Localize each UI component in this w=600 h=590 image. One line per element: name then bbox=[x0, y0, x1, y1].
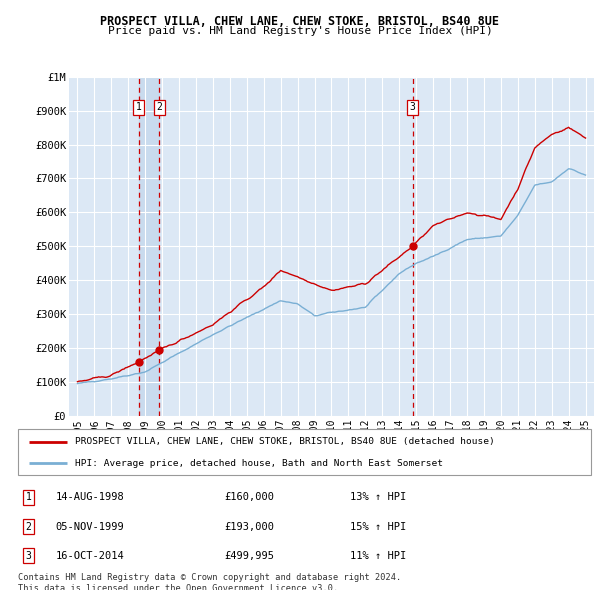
Text: £193,000: £193,000 bbox=[224, 522, 274, 532]
Text: 1: 1 bbox=[136, 102, 142, 112]
Text: 3: 3 bbox=[25, 551, 31, 561]
Text: Contains HM Land Registry data © Crown copyright and database right 2024.
This d: Contains HM Land Registry data © Crown c… bbox=[18, 573, 401, 590]
Text: 2: 2 bbox=[25, 522, 31, 532]
Text: 2: 2 bbox=[157, 102, 163, 112]
Text: Price paid vs. HM Land Registry's House Price Index (HPI): Price paid vs. HM Land Registry's House … bbox=[107, 26, 493, 36]
Text: 13% ↑ HPI: 13% ↑ HPI bbox=[350, 492, 407, 502]
Text: 15% ↑ HPI: 15% ↑ HPI bbox=[350, 522, 407, 532]
Text: 16-OCT-2014: 16-OCT-2014 bbox=[55, 551, 124, 561]
Text: 05-NOV-1999: 05-NOV-1999 bbox=[55, 522, 124, 532]
Text: HPI: Average price, detached house, Bath and North East Somerset: HPI: Average price, detached house, Bath… bbox=[76, 459, 443, 468]
Text: 11% ↑ HPI: 11% ↑ HPI bbox=[350, 551, 407, 561]
Text: £499,995: £499,995 bbox=[224, 551, 274, 561]
Bar bbox=[139, 77, 160, 416]
Text: 3: 3 bbox=[410, 102, 416, 112]
FancyBboxPatch shape bbox=[18, 429, 591, 475]
Text: 1: 1 bbox=[25, 492, 31, 502]
Text: £160,000: £160,000 bbox=[224, 492, 274, 502]
Text: PROSPECT VILLA, CHEW LANE, CHEW STOKE, BRISTOL, BS40 8UE (detached house): PROSPECT VILLA, CHEW LANE, CHEW STOKE, B… bbox=[76, 437, 495, 446]
Text: PROSPECT VILLA, CHEW LANE, CHEW STOKE, BRISTOL, BS40 8UE: PROSPECT VILLA, CHEW LANE, CHEW STOKE, B… bbox=[101, 15, 499, 28]
Text: 14-AUG-1998: 14-AUG-1998 bbox=[55, 492, 124, 502]
